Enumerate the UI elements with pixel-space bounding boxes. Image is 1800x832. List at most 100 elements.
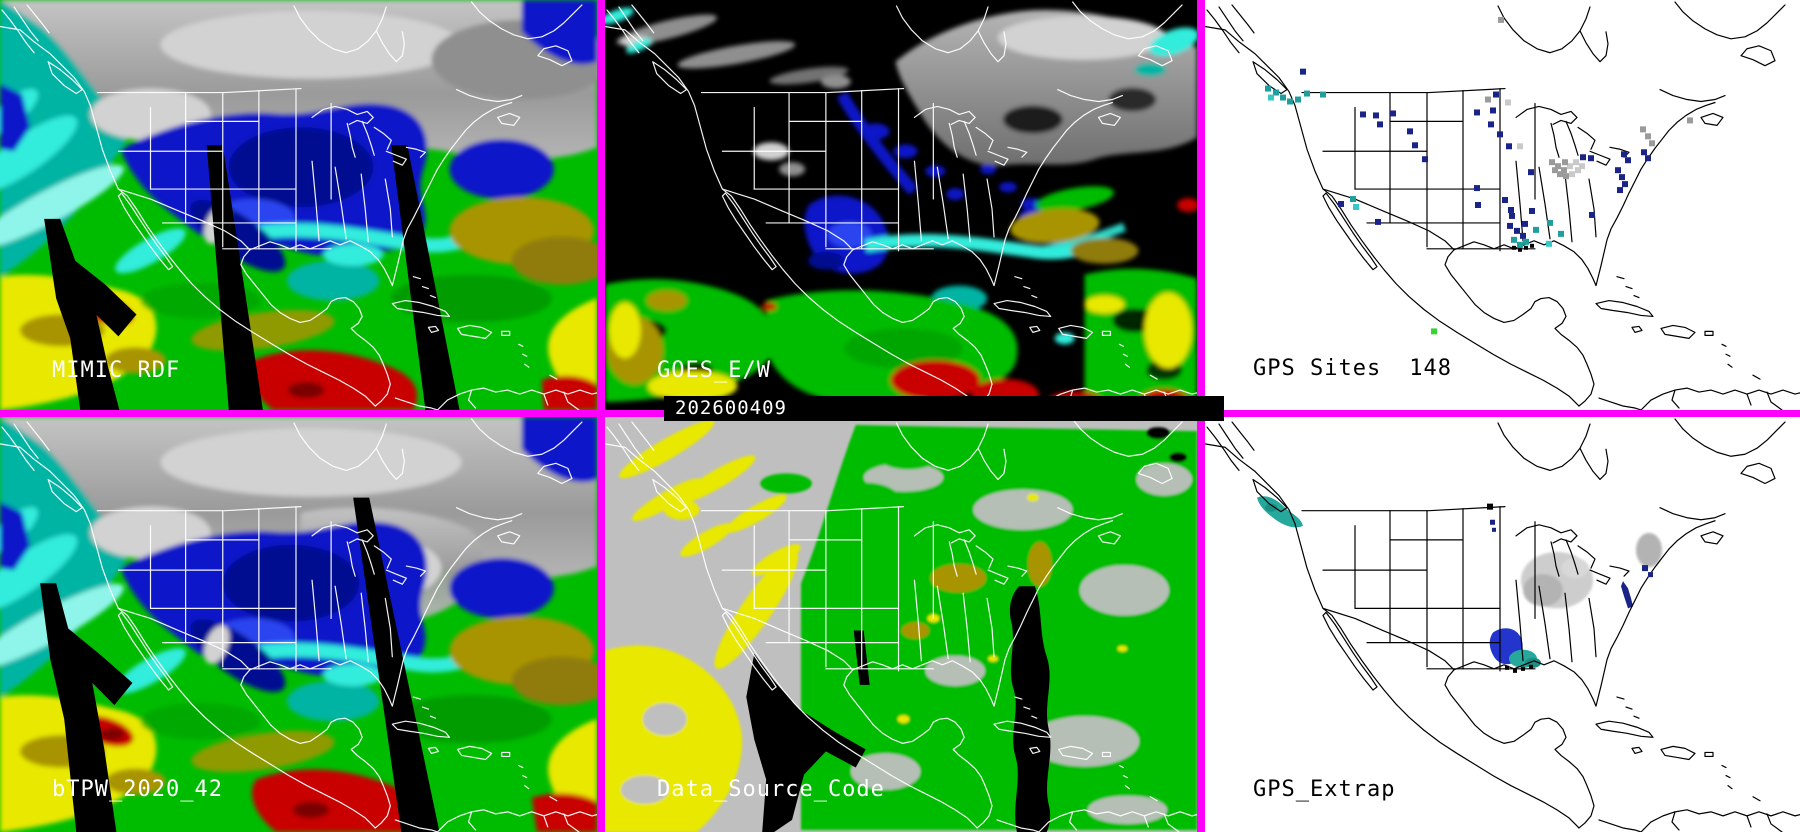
gps-site-markers-layer xyxy=(1265,16,1693,335)
satellite-gap-swath xyxy=(746,653,866,832)
extrap-gray-blobs xyxy=(1521,532,1662,609)
gps-site-marker xyxy=(1640,126,1646,133)
gps-site-marker xyxy=(1579,163,1585,170)
gps-site-marker xyxy=(1557,171,1563,178)
gps-site-marker xyxy=(1533,226,1539,233)
gps-site-marker xyxy=(1320,91,1326,98)
satellite-gap-swath xyxy=(44,218,137,410)
extrap-teal-pnw-blob xyxy=(1257,496,1303,528)
mimic-rdf-image xyxy=(0,0,597,410)
gps-site-marker xyxy=(1573,159,1579,166)
gps-site-marker xyxy=(1300,68,1306,75)
gps-site-marker xyxy=(1517,143,1523,150)
gps-site-marker xyxy=(1615,167,1621,174)
gps-site-marker xyxy=(1558,230,1564,237)
gps-site-marker xyxy=(1502,197,1508,204)
gps-site-marker xyxy=(1649,140,1655,147)
data-source-code-image xyxy=(605,417,1197,832)
gps-site-marker xyxy=(1498,16,1504,23)
gps-site-marker xyxy=(1641,149,1647,156)
gps-site-marker xyxy=(1528,169,1534,176)
gps-site-marker xyxy=(1377,121,1383,128)
gps-site-marker xyxy=(1273,89,1279,96)
panel-gps-sites: GPS Sites 148 xyxy=(1205,0,1800,410)
gps-site-marker xyxy=(1520,232,1526,239)
gps-site-marker xyxy=(1268,94,1274,101)
gps-site-marker xyxy=(1353,204,1359,210)
panel-data-source-code: Data_Source_Code xyxy=(605,417,1197,832)
gps-site-marker xyxy=(1619,174,1625,181)
gps-sites-image xyxy=(1205,0,1800,410)
satellite-gap-swath xyxy=(353,497,440,832)
gps-site-marker xyxy=(1492,527,1496,532)
gps-site-marker xyxy=(1508,206,1514,213)
gps-site-marker xyxy=(1512,245,1516,250)
gps-site-marker xyxy=(1474,185,1480,192)
gps-site-marker xyxy=(1521,666,1525,671)
btpw-image xyxy=(0,417,597,832)
panel-goes-ew: GOES_E/W xyxy=(605,0,1197,410)
gps-site-marker xyxy=(1513,668,1517,673)
gps-site-marker xyxy=(1487,503,1493,510)
gps-site-marker xyxy=(1295,96,1301,103)
gps-site-marker xyxy=(1390,110,1396,117)
gps-site-marker xyxy=(1488,121,1494,128)
gps-site-marker xyxy=(1580,154,1586,161)
gps-site-marker xyxy=(1287,98,1293,105)
gps-site-marker xyxy=(1529,664,1533,669)
gps-site-marker xyxy=(1625,157,1631,164)
gps-site-marker xyxy=(1561,167,1567,174)
gps-site-marker xyxy=(1648,572,1653,578)
gps-site-marker xyxy=(1552,167,1558,174)
gps-site-marker xyxy=(1617,187,1623,194)
gps-site-marker xyxy=(1567,163,1573,170)
gps-site-marker xyxy=(1518,247,1522,252)
gps-site-marker xyxy=(1621,151,1627,158)
gps-site-marker xyxy=(1555,163,1561,170)
gps-site-marker xyxy=(1373,112,1379,119)
gps-site-marker xyxy=(1522,220,1528,227)
gps-site-marker xyxy=(1490,519,1495,525)
gps-site-marker xyxy=(1588,155,1594,162)
gps-extrap-markers-layer xyxy=(1487,503,1653,673)
gps-site-marker xyxy=(1360,111,1366,118)
timestamp-bar: 202600409 xyxy=(664,396,1224,421)
satellite-gap-swath xyxy=(40,583,133,832)
gps-site-marker xyxy=(1589,211,1595,218)
gps-site-marker xyxy=(1493,91,1499,98)
gps-site-marker xyxy=(1412,142,1418,149)
gps-site-marker xyxy=(1475,202,1481,208)
gps-site-marker xyxy=(1505,665,1509,670)
gps-site-marker xyxy=(1407,128,1413,135)
gps-site-marker xyxy=(1304,90,1310,97)
gps-site-marker xyxy=(1529,207,1535,214)
gps-site-marker xyxy=(1375,218,1381,225)
gps-site-marker xyxy=(1530,243,1534,248)
panel-gps-extrap: GPS_Extrap xyxy=(1205,417,1800,832)
extrap-nj-coast-streak xyxy=(1621,581,1633,609)
gps-site-marker xyxy=(1497,131,1503,138)
gps-site-marker xyxy=(1645,155,1651,162)
timestamp-text: 202600409 xyxy=(675,397,787,419)
gps-site-marker xyxy=(1507,222,1513,229)
satellite-gap-swath xyxy=(206,145,263,410)
gps-site-marker xyxy=(1517,241,1523,248)
gps-site-marker xyxy=(1509,212,1515,219)
gps-site-marker xyxy=(1431,328,1437,335)
gps-site-marker xyxy=(1490,107,1496,114)
gps-site-marker xyxy=(1562,159,1568,166)
satellite-gap-swath xyxy=(391,145,460,410)
gps-site-marker xyxy=(1569,171,1575,178)
gps-site-marker xyxy=(1474,109,1480,116)
panel-mimic-rdf: MIMIC RDF xyxy=(0,0,597,410)
gps-site-marker xyxy=(1524,245,1528,250)
gps-site-marker xyxy=(1645,133,1651,140)
gps-site-marker xyxy=(1505,99,1511,106)
gps-site-marker xyxy=(1506,143,1512,150)
goes-ew-image xyxy=(605,0,1197,410)
gps-site-marker xyxy=(1350,196,1356,203)
gps-site-marker xyxy=(1563,173,1569,180)
gps-site-marker xyxy=(1546,240,1552,247)
gps-site-marker xyxy=(1622,181,1628,188)
gps-site-marker xyxy=(1485,96,1491,103)
